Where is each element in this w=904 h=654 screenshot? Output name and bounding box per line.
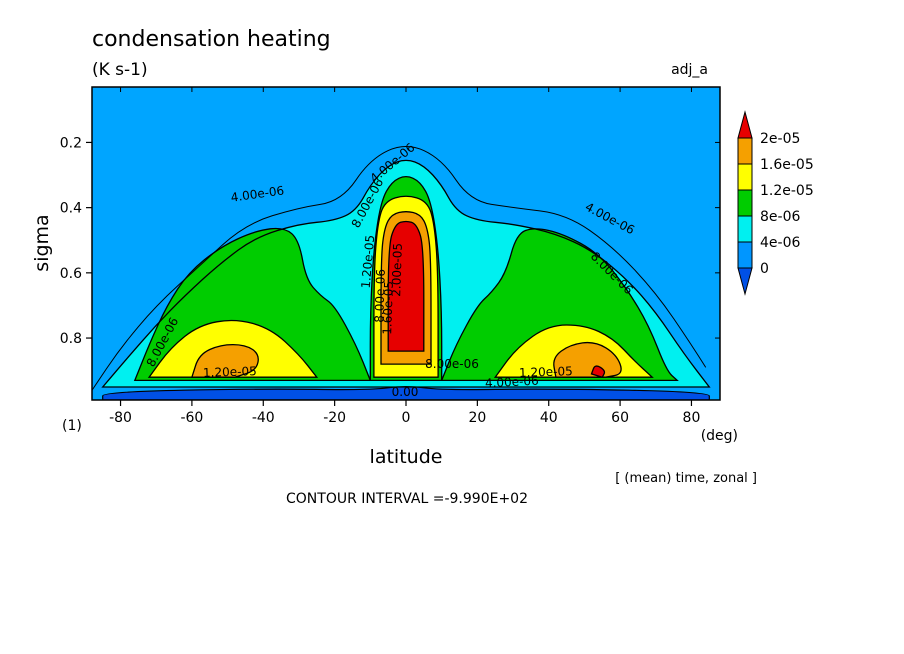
page-marker: (1) xyxy=(62,418,82,434)
contour-label: 1.20e-05 xyxy=(519,364,573,380)
contour-region xyxy=(102,386,710,400)
colorbar: 2e-05 1.6e-05 1.2e-05 8e-06 4e-06 0 xyxy=(737,110,814,296)
contour-line xyxy=(369,176,443,382)
plot-area xyxy=(92,87,720,400)
contour-line xyxy=(102,385,710,400)
x-tick-label: -60 xyxy=(180,410,203,426)
y-tick-label: 0.2 xyxy=(60,135,82,151)
contour-lines xyxy=(92,146,711,400)
contour-line xyxy=(380,211,432,365)
colorbar-arrow-top xyxy=(737,110,753,139)
chart-title: condensation heating xyxy=(92,27,331,52)
y-axis: 0.2 0.4 0.6 0.8 xyxy=(60,135,720,347)
chart-units: (K s-1) xyxy=(92,60,148,80)
x-tick-label: 40 xyxy=(540,410,558,426)
y-tick-label: 0.4 xyxy=(60,201,82,217)
run-label: adj_a xyxy=(671,62,708,78)
colorbar-swatch xyxy=(737,215,753,243)
colorbar-label: 4e-06 xyxy=(760,235,800,251)
contour-label: 4.00e-06 xyxy=(485,374,539,391)
contour-region xyxy=(388,221,424,352)
x-axis-label: latitude xyxy=(370,446,443,468)
colorbar-swatch xyxy=(737,163,753,191)
colorbar-label: 0 xyxy=(760,261,769,277)
contour-line xyxy=(590,365,606,378)
contour-line xyxy=(440,228,679,382)
x-tick-label: -80 xyxy=(109,410,132,426)
colorbar-label: 8e-06 xyxy=(760,209,800,225)
contour-line xyxy=(191,343,259,378)
contour-line xyxy=(387,220,425,352)
colorbar-label: 1.2e-05 xyxy=(760,183,814,199)
contour-line xyxy=(147,319,319,378)
contour-line xyxy=(101,159,711,388)
colorbar-swatch xyxy=(737,189,753,217)
contour-label: 2.00e-05 xyxy=(389,243,405,297)
contour-region xyxy=(441,228,678,381)
contour-label: 1.60e-05 xyxy=(380,281,396,335)
averaging-note: [ (mean) time, zonal ] xyxy=(615,471,757,486)
x-tick-label: 80 xyxy=(683,410,701,426)
colorbar-swatch xyxy=(737,137,753,165)
x-tick-label: 0 xyxy=(402,410,411,426)
x-tick-label: 20 xyxy=(468,410,486,426)
x-axis: -80 -60 -40 -20 0 20 40 60 80 xyxy=(109,87,700,426)
contour-label: 8.00e-06 xyxy=(425,357,479,371)
x-tick-label: 60 xyxy=(611,410,629,426)
contour-line xyxy=(553,341,622,378)
contour-line xyxy=(92,146,707,391)
colorbar-swatch xyxy=(737,241,753,269)
contour-label: 1.20e-05 xyxy=(203,364,257,380)
y-axis-label: sigma xyxy=(31,214,53,271)
y-tick-label: 0.8 xyxy=(60,331,82,347)
colorbar-label: 2e-05 xyxy=(760,131,800,147)
x-tick-label: -40 xyxy=(252,410,275,426)
x-units: (deg) xyxy=(701,428,738,444)
contour-label: 0.00 xyxy=(392,385,419,399)
contour-line xyxy=(373,195,439,378)
contour-label: 1.20e-05 xyxy=(359,234,378,289)
contour-region xyxy=(191,344,259,378)
contour-interval: CONTOUR INTERVAL =-9.990E+02 xyxy=(286,491,528,507)
contour-line xyxy=(133,227,372,382)
contour-label: 8.00e-06 xyxy=(372,269,388,323)
contour-line xyxy=(493,324,654,378)
colorbar-label: 1.6e-05 xyxy=(760,157,814,173)
colorbar-arrow-bottom xyxy=(737,267,753,296)
x-tick-label: -20 xyxy=(323,410,346,426)
contour-region xyxy=(553,342,622,378)
y-tick-label: 0.6 xyxy=(60,266,82,282)
